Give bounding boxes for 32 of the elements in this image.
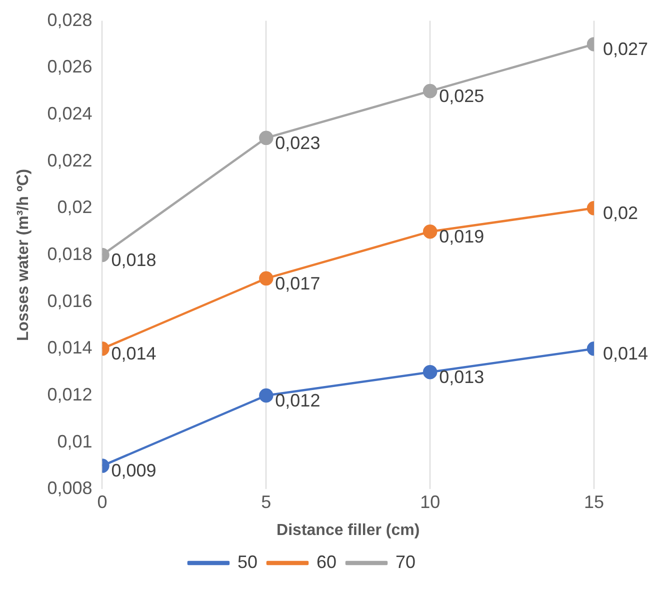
data-label: 0,027: [603, 39, 648, 60]
data-label: 0,013: [439, 367, 484, 388]
data-label: 0,009: [111, 460, 156, 481]
x-tick-label: 15: [584, 492, 604, 512]
legend-label: 70: [396, 552, 416, 572]
y-tick-label: 0,02: [57, 197, 92, 218]
x-tick-label: 5: [261, 492, 272, 512]
x-tick-label: 10: [420, 492, 440, 512]
y-tick-label: 0,014: [47, 338, 92, 358]
y-tick-label: 0,01: [57, 431, 92, 452]
y-tick-label: 0,022: [47, 150, 92, 170]
legend-label: 50: [237, 552, 258, 572]
legend-label: 60: [316, 552, 337, 572]
y-tick-label: 0,026: [47, 56, 92, 77]
y-tick-label: 0,024: [47, 103, 92, 124]
y-tick-label: 0,008: [47, 478, 92, 498]
y-axis-title: Losses water (m³/h ºC): [15, 168, 32, 342]
data-label: 0,025: [439, 86, 484, 106]
data-label: 0,019: [439, 226, 484, 247]
data-label: 0,018: [111, 250, 156, 270]
x-axis-title: Distance filler (cm): [276, 522, 420, 539]
data-label: 0,023: [275, 132, 320, 153]
y-tick-label: 0,028: [47, 10, 92, 30]
y-tick-label: 0,012: [47, 384, 92, 404]
y-tick-label: 0,018: [47, 244, 92, 264]
y-tick-label: 0,016: [47, 290, 92, 311]
data-label: 0,014: [603, 344, 648, 364]
data-label: 0,012: [275, 390, 320, 410]
x-tick-label: 0: [97, 492, 108, 512]
data-label: 0,014: [111, 344, 156, 364]
data-label: 0,02: [603, 203, 638, 224]
data-label: 0,017: [275, 273, 320, 294]
